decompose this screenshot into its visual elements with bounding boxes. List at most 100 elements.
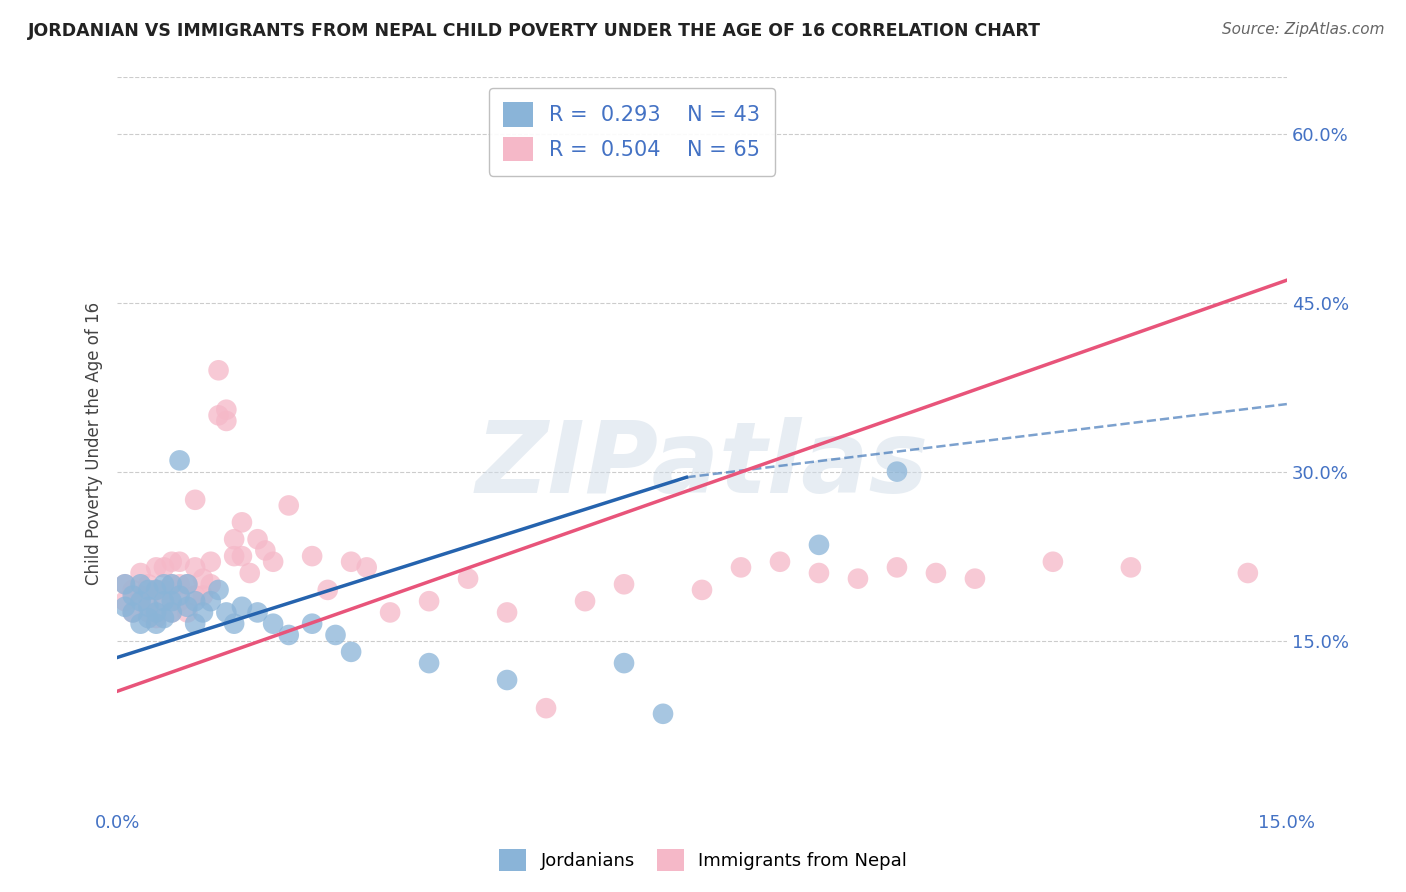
Point [114,594,136,608]
Point [121,589,143,603]
Point [277,628,299,642]
Point [138,577,160,591]
Point [138,582,160,597]
Point [574,594,596,608]
Point [262,616,284,631]
Point [145,611,167,625]
Point [207,582,229,597]
Point [114,577,136,591]
Point [316,582,339,597]
Point [418,656,440,670]
Point [184,492,207,507]
Point [963,572,986,586]
Point [1042,555,1064,569]
Point [224,616,246,631]
Point [200,555,222,569]
Point [169,577,191,591]
Point [457,572,479,586]
Point [160,555,183,569]
Point [145,606,167,620]
Point [129,566,152,580]
Legend: Jordanians, Immigrants from Nepal: Jordanians, Immigrants from Nepal [492,842,914,879]
Point [114,577,136,591]
Point [153,611,176,625]
Point [191,606,214,620]
Point [356,560,378,574]
Point [160,577,183,591]
Point [153,594,176,608]
Point [690,582,713,597]
Point [231,549,253,563]
Point [886,560,908,574]
Point [176,577,198,591]
Point [846,572,869,586]
Point [160,606,183,620]
Point [534,701,557,715]
Point [184,594,207,608]
Point [145,582,167,597]
Point [160,606,183,620]
Point [169,453,191,467]
Point [886,465,908,479]
Point [200,594,222,608]
Point [153,594,176,608]
Y-axis label: Child Poverty Under the Age of 16: Child Poverty Under the Age of 16 [86,301,103,585]
Point [1119,560,1142,574]
Point [153,582,176,597]
Legend: R =  0.293    N = 43, R =  0.504    N = 65: R = 0.293 N = 43, R = 0.504 N = 65 [489,87,775,176]
Point [207,363,229,377]
Point [231,599,253,614]
Point [652,706,675,721]
Point [169,555,191,569]
Point [138,611,160,625]
Point [129,577,152,591]
Point [215,606,238,620]
Point [160,594,183,608]
Point [807,566,830,580]
Point [325,628,347,642]
Point [301,549,323,563]
Point [176,606,198,620]
Point [121,606,143,620]
Point [191,589,214,603]
Point [254,543,277,558]
Point [730,560,752,574]
Point [378,606,401,620]
Point [1237,566,1260,580]
Point [176,577,198,591]
Point [138,594,160,608]
Text: Source: ZipAtlas.com: Source: ZipAtlas.com [1222,22,1385,37]
Point [121,606,143,620]
Point [246,606,269,620]
Point [215,414,238,428]
Text: JORDANIAN VS IMMIGRANTS FROM NEPAL CHILD POVERTY UNDER THE AGE OF 16 CORRELATION: JORDANIAN VS IMMIGRANTS FROM NEPAL CHILD… [28,22,1040,40]
Point [807,538,830,552]
Point [613,656,636,670]
Point [153,560,176,574]
Point [224,549,246,563]
Point [145,616,167,631]
Point [169,589,191,603]
Point [231,516,253,530]
Point [121,582,143,597]
Point [277,499,299,513]
Point [224,533,246,547]
Point [301,616,323,631]
Point [153,577,176,591]
Point [200,577,222,591]
Point [239,566,262,580]
Point [145,560,167,574]
Point [129,616,152,631]
Point [176,599,198,614]
Point [184,616,207,631]
Point [215,402,238,417]
Point [207,409,229,423]
Point [129,594,152,608]
Point [496,673,519,687]
Point [129,589,152,603]
Point [769,555,792,569]
Point [246,533,269,547]
Point [340,645,363,659]
Point [169,594,191,608]
Point [925,566,948,580]
